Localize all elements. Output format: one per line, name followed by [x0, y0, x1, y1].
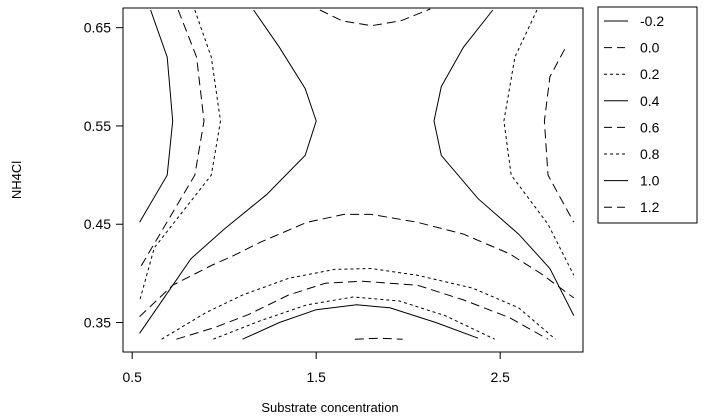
legend-box: [597, 6, 698, 224]
contour-level-3-segment-0: [139, 9, 174, 223]
legend-label-1: 0.0: [640, 40, 660, 56]
contour-level-5-segment-3: [213, 296, 495, 340]
contour-level-1-segment-1: [354, 337, 403, 340]
legend: -0.2 0.0 0.2 0.4 0.6 0.8 1.0 1.2: [604, 13, 664, 215]
contour-level-5-segment-2: [161, 267, 556, 340]
legend-label-2: 0.2: [640, 66, 660, 82]
y-tick-label-2: 0.55: [84, 118, 111, 134]
contour-level-3-segment-2: [433, 9, 575, 316]
y-tick-label-1: 0.45: [84, 216, 111, 232]
legend-label-7: 1.2: [640, 199, 660, 215]
y-tick-label-3: 0.65: [84, 20, 111, 36]
contour-level-3-segment-3: [242, 304, 479, 340]
axis-ticks: 0.5 1.5 2.5 0.35 0.45 0.55 0.65: [84, 20, 510, 385]
contour-level-5-segment-1: [503, 9, 575, 276]
contour-level-4-segment-3: [176, 280, 549, 340]
legend-label-5: 0.8: [640, 146, 660, 162]
contour-level-5-segment-0: [139, 9, 222, 302]
legend-label-0: -0.2: [640, 13, 664, 29]
x-axis-title: Substrate concentration: [261, 400, 398, 415]
contour-level-4-segment-1: [543, 49, 575, 223]
legend-label-4: 0.6: [640, 119, 660, 135]
y-axis-title: NH4Cl: [9, 161, 24, 199]
legend-label-3: 0.4: [640, 93, 660, 109]
contour-level-3-segment-1: [139, 9, 317, 334]
x-tick-label-2: 2.5: [490, 369, 510, 385]
x-tick-label-0: 0.5: [122, 369, 142, 385]
contour-level-4-segment-2: [139, 213, 575, 317]
plot-frame: [122, 7, 584, 353]
contour-level-1-segment-0: [319, 8, 431, 27]
legend-label-6: 1.0: [640, 173, 660, 189]
y-tick-label-0: 0.35: [84, 315, 111, 331]
contour-lines: [139, 8, 575, 340]
contour-level-4-segment-0: [139, 9, 205, 269]
x-tick-label-1: 1.5: [306, 369, 326, 385]
